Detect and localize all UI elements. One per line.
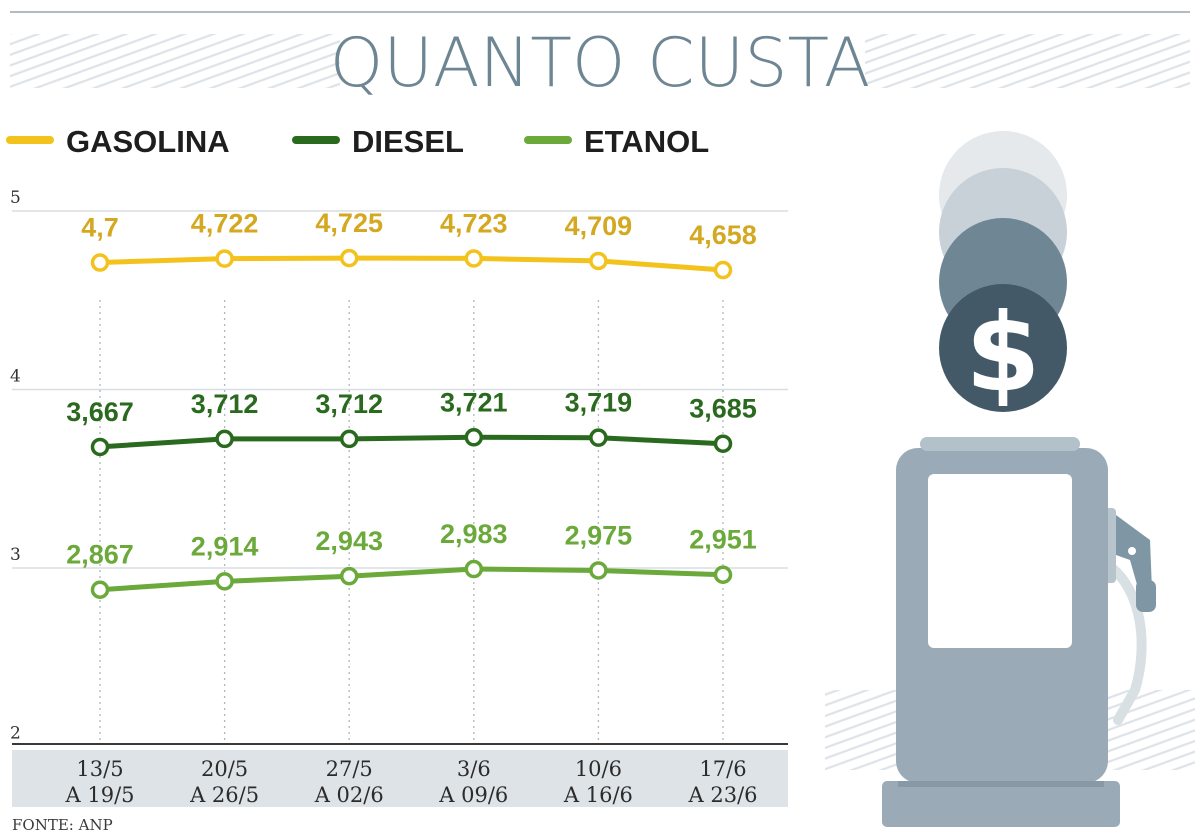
data-label-diesel: 3,685 [689, 394, 757, 424]
series-line-etanol [99, 566, 724, 593]
x-tick-label: 27/5 [326, 757, 373, 781]
data-point-etanol [339, 566, 359, 586]
data-point-etanol [215, 572, 234, 591]
data-label-gasolina: 4,723 [440, 208, 508, 238]
data-label-etanol: 2,943 [315, 526, 383, 556]
data-point-etanol [464, 559, 484, 579]
dollar-sign-icon: $ [965, 291, 1040, 416]
data-point-gasolina [215, 249, 234, 268]
page-title: QUANTO CUSTA [330, 24, 871, 103]
data-point-diesel [215, 429, 234, 449]
data-label-diesel: 3,719 [565, 388, 633, 418]
data-point-gasolina [464, 249, 484, 268]
legend-label-diesel: DIESEL [352, 124, 464, 159]
pump-screen [928, 474, 1072, 648]
data-label-gasolina: 4,658 [689, 220, 757, 250]
x-tick-label: A 23/6 [688, 783, 758, 807]
legend-label-etanol: ETANOL [584, 124, 709, 159]
x-tick-label: 17/6 [699, 757, 746, 781]
data-label-gasolina: 4,7 [81, 213, 119, 243]
y-tick-label: 2 [10, 724, 21, 744]
data-point-etanol [589, 561, 608, 580]
chart-grid [12, 210, 788, 569]
data-label-diesel: 3,712 [315, 389, 383, 419]
fuel-pump-illustration: $ [825, 131, 1195, 827]
legend: GASOLINA DIESEL ETANOL [6, 124, 709, 159]
fuel-pump-icon [882, 437, 1156, 827]
x-tick-label: 10/6 [575, 757, 622, 781]
legend-label-gasolina: GASOLINA [66, 124, 230, 159]
data-label-etanol: 2,951 [689, 525, 757, 555]
series-line-diesel [99, 434, 724, 450]
data-point-gasolina [713, 260, 733, 280]
coin-stack-icon: $ [939, 131, 1067, 416]
data-point-diesel [90, 437, 110, 457]
x-tick-label: A 02/6 [314, 783, 384, 807]
data-labels: 4,7 4,722 4,725 4,723 4,709 4,658 3,667 3,712 3,… [66, 208, 757, 570]
svg-text:$: $ [965, 291, 1040, 416]
data-point-diesel [589, 428, 608, 447]
data-label-etanol: 2,914 [191, 531, 259, 561]
data-label-gasolina: 4,722 [191, 209, 259, 239]
data-label-gasolina: 4,709 [565, 211, 633, 241]
y-tick-label: 3 [10, 545, 21, 565]
data-point-diesel [339, 429, 359, 449]
data-point-gasolina [589, 251, 608, 271]
data-label-etanol: 2,983 [440, 519, 508, 549]
y-tick-label: 5 [10, 188, 21, 208]
series-lines [99, 255, 724, 593]
data-point-gasolina [90, 253, 110, 272]
header-hatch-left [10, 34, 340, 88]
x-tick-label: A 16/6 [563, 783, 633, 807]
x-tick-label: A 26/5 [189, 783, 259, 807]
y-axis-ticks: 5 4 3 2 [10, 188, 21, 744]
x-tick-label: 3/6 [457, 757, 491, 781]
data-point-etanol [713, 565, 733, 584]
data-point-etanol [90, 580, 110, 599]
x-guides [99, 300, 724, 742]
x-tick-label: A 09/6 [438, 783, 508, 807]
data-label-diesel: 3,721 [440, 387, 508, 417]
series-points [90, 248, 733, 599]
y-tick-label: 4 [10, 367, 21, 387]
x-tick-label: 13/5 [76, 757, 123, 781]
source-note: FONTE: ANP [12, 816, 113, 834]
data-point-diesel [713, 434, 733, 453]
x-tick-label: A 19/5 [65, 783, 135, 807]
data-label-diesel: 3,667 [66, 397, 134, 427]
x-axis-labels: 13/5A 19/5 20/5A 26/5 27/5A 02/6 3/6A 09/6 1… [65, 757, 758, 807]
data-label-etanol: 2,975 [565, 520, 633, 550]
x-axis-band [12, 750, 788, 807]
data-point-diesel [464, 428, 484, 447]
data-label-gasolina: 4,725 [315, 208, 383, 238]
data-label-etanol: 2,867 [66, 540, 134, 570]
series-line-gasolina [99, 255, 724, 273]
header-hatch-right [865, 34, 1190, 88]
data-label-diesel: 3,712 [191, 389, 259, 419]
data-point-gasolina [339, 248, 359, 268]
x-tick-label: 20/5 [201, 757, 248, 781]
